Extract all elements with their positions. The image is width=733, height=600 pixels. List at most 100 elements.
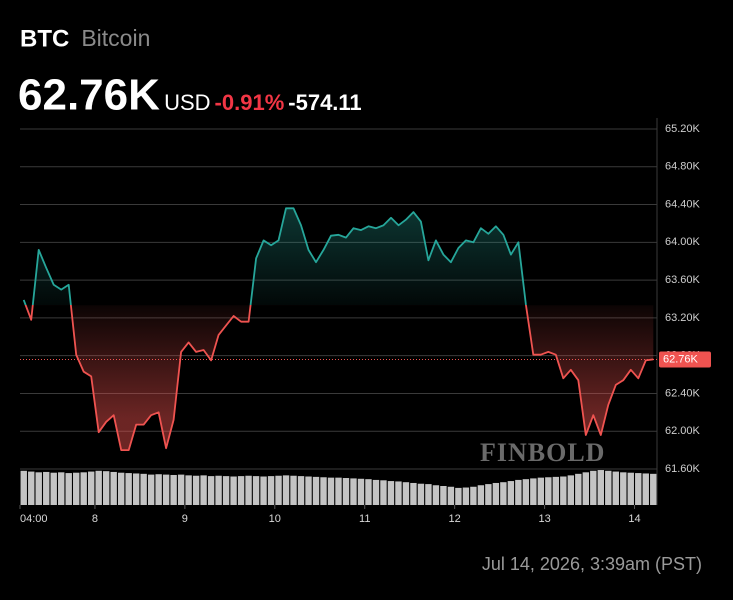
volume-bar bbox=[87, 471, 95, 505]
volume-bar bbox=[260, 476, 267, 505]
x-tick-label: 13 bbox=[538, 513, 550, 525]
volume-bar bbox=[215, 475, 222, 505]
volume-bar bbox=[185, 475, 192, 505]
volume-bar bbox=[387, 481, 395, 505]
volume-bar bbox=[515, 479, 522, 505]
volume-bar bbox=[267, 476, 275, 505]
volume-bar bbox=[470, 486, 477, 505]
volume-bar bbox=[177, 474, 185, 505]
volume-bar bbox=[590, 470, 597, 505]
x-tick-label: 12 bbox=[449, 513, 461, 525]
volume-bar bbox=[372, 479, 380, 505]
y-tick-label: 61.60K bbox=[665, 463, 701, 475]
volume-bar bbox=[50, 472, 57, 505]
volume-bar bbox=[207, 476, 215, 505]
volume-bar bbox=[552, 476, 560, 505]
volume-bar bbox=[477, 485, 485, 505]
volume-bar bbox=[582, 472, 590, 505]
area bbox=[23, 208, 654, 451]
volume-bar bbox=[612, 471, 619, 505]
volume-bar bbox=[650, 473, 657, 505]
price: 62.76K bbox=[18, 71, 160, 120]
volume-bar bbox=[275, 475, 282, 505]
volume-bar bbox=[380, 480, 387, 505]
x-tick-label: 14 bbox=[628, 513, 640, 525]
watermark: FINBOLD bbox=[480, 438, 605, 467]
x-tick-label: 10 bbox=[269, 513, 281, 525]
volume-bar bbox=[43, 471, 50, 505]
volume-bar bbox=[297, 476, 305, 505]
volume-bar bbox=[222, 476, 230, 505]
volume-bar bbox=[642, 473, 649, 505]
volume-bar bbox=[80, 472, 87, 505]
y-tick-label: 65.20K bbox=[665, 123, 701, 135]
y-tick-label: 63.60K bbox=[665, 274, 701, 286]
volume-bar bbox=[35, 472, 42, 505]
volume-bar bbox=[125, 473, 132, 505]
current-price-box bbox=[659, 351, 711, 368]
x-tick-label: 04:00 bbox=[20, 513, 48, 525]
volume-bar bbox=[140, 473, 147, 505]
y-tick-label: 63.20K bbox=[665, 312, 701, 324]
volume-bar bbox=[575, 473, 582, 505]
volume-bar bbox=[320, 477, 327, 505]
volume-bar bbox=[500, 482, 507, 505]
currency: USD bbox=[164, 90, 210, 115]
volume-bar bbox=[155, 474, 162, 505]
volume-bar bbox=[447, 486, 455, 505]
change-percent: -0.91% bbox=[215, 90, 285, 115]
volume-bar bbox=[147, 474, 155, 505]
y-tick-label: 64.40K bbox=[665, 198, 701, 210]
volume-bar bbox=[485, 484, 492, 505]
y-tick-label: 62.00K bbox=[665, 425, 701, 437]
volume-bar bbox=[567, 475, 575, 505]
volume-bar bbox=[530, 478, 537, 505]
volume-bar bbox=[65, 473, 72, 505]
volume-bar bbox=[252, 476, 260, 505]
x-tick-label: 9 bbox=[182, 513, 188, 525]
volume-bar bbox=[162, 474, 170, 505]
x-tick-label: 11 bbox=[359, 513, 370, 525]
volume-bar bbox=[365, 479, 372, 505]
volume-bar bbox=[455, 487, 462, 505]
volume-bar bbox=[462, 487, 470, 505]
volume-bar bbox=[432, 485, 440, 505]
volume-bar bbox=[350, 478, 357, 505]
volume-bar bbox=[58, 472, 65, 505]
price-line bbox=[22, 207, 654, 451]
volume-bar bbox=[95, 470, 102, 505]
volume-bar bbox=[282, 475, 290, 505]
volume-bar bbox=[492, 482, 500, 505]
volume-bar bbox=[537, 477, 545, 505]
volume-bar bbox=[20, 470, 27, 505]
volume-bar bbox=[402, 482, 410, 505]
current-price-label: 62.76K bbox=[663, 353, 699, 365]
volume-bar bbox=[245, 475, 252, 505]
volume-bar bbox=[230, 476, 237, 505]
asset-name: Bitcoin bbox=[81, 25, 150, 51]
volume-bar bbox=[327, 477, 335, 505]
volume-bar bbox=[290, 475, 297, 505]
volume-bar bbox=[28, 471, 35, 505]
volume-bar bbox=[305, 476, 312, 505]
volume-bar bbox=[335, 477, 342, 505]
volume-bar bbox=[425, 484, 432, 505]
volume-bar bbox=[627, 472, 634, 505]
volume-bar bbox=[440, 486, 447, 505]
volume-bar bbox=[312, 476, 320, 505]
volume-bar bbox=[620, 472, 627, 505]
symbol: BTC bbox=[20, 25, 69, 52]
y-tick-label: 62.40K bbox=[665, 387, 701, 399]
volume-bar bbox=[200, 475, 207, 505]
x-tick-label: 8 bbox=[92, 513, 98, 525]
volume-bar bbox=[635, 473, 642, 505]
volume-bar bbox=[545, 477, 552, 505]
volume-bar bbox=[560, 476, 567, 505]
volume-bar bbox=[342, 478, 350, 505]
change: -574.11 bbox=[288, 90, 361, 115]
volume-bar bbox=[417, 483, 425, 505]
volume-bar bbox=[357, 478, 365, 505]
volume-bar bbox=[410, 482, 417, 505]
volume-bar bbox=[597, 470, 604, 505]
